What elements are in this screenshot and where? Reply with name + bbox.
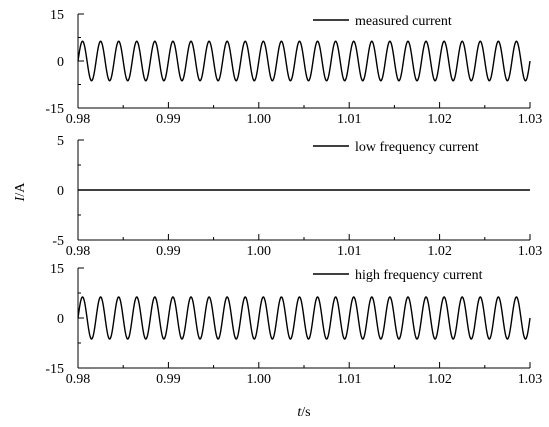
x-tick-label: 1.01 <box>337 244 362 259</box>
y-axis-label: I/A <box>13 182 28 203</box>
x-tick-label: 1.03 <box>518 372 543 387</box>
y-tick-label: 0 <box>57 184 64 199</box>
x-tick-label: 0.99 <box>156 244 181 259</box>
x-tick-label: 1.02 <box>427 244 452 259</box>
y-tick-label: -5 <box>52 234 64 249</box>
y-tick-label: 5 <box>57 134 64 149</box>
x-tick-label: 1.01 <box>337 112 362 127</box>
x-tick-label: 1.03 <box>518 244 543 259</box>
x-tick-label: 0.99 <box>156 372 181 387</box>
panel-top: 0.98 0.99 1.00 1.01 1.02 1.03 -15 0 15 measured c… <box>45 8 542 127</box>
x-tick-label: 1.03 <box>518 112 543 127</box>
y-tick-label: 15 <box>50 262 64 277</box>
x-tick-label: 1.02 <box>427 372 452 387</box>
x-tick-label: 0.98 <box>66 244 91 259</box>
x-tick-label: 1.00 <box>247 112 272 127</box>
x-tick-label: 0.99 <box>156 112 181 127</box>
legend-label: low frequency current <box>355 140 479 155</box>
panel-middle: 0.98 0.99 1.00 1.01 1.02 1.03 -5 0 5 low frequenc… <box>52 134 542 259</box>
series-line <box>77 40 531 82</box>
x-tick-label: 0.98 <box>66 112 91 127</box>
y-tick-label: -15 <box>45 362 64 377</box>
x-tick-label: 1.00 <box>247 244 272 259</box>
y-tick-label: 0 <box>57 55 64 70</box>
x-tick-label: 1.00 <box>247 372 272 387</box>
x-axis-label: t/s <box>297 405 310 420</box>
y-tick-label: 0 <box>57 312 64 327</box>
y-tick-label: 15 <box>50 8 64 23</box>
legend-label: high frequency current <box>355 268 483 283</box>
x-tick-label: 1.01 <box>337 372 362 387</box>
panel-bottom: 0.98 0.99 1.00 1.01 1.02 1.03 -15 0 15 high frequ… <box>45 262 542 387</box>
x-tick-label: 1.02 <box>427 112 452 127</box>
x-tick-label: 0.98 <box>66 372 91 387</box>
y-tick-label: -15 <box>45 102 64 117</box>
series-line <box>77 296 531 340</box>
legend-label: measured current <box>355 14 452 29</box>
